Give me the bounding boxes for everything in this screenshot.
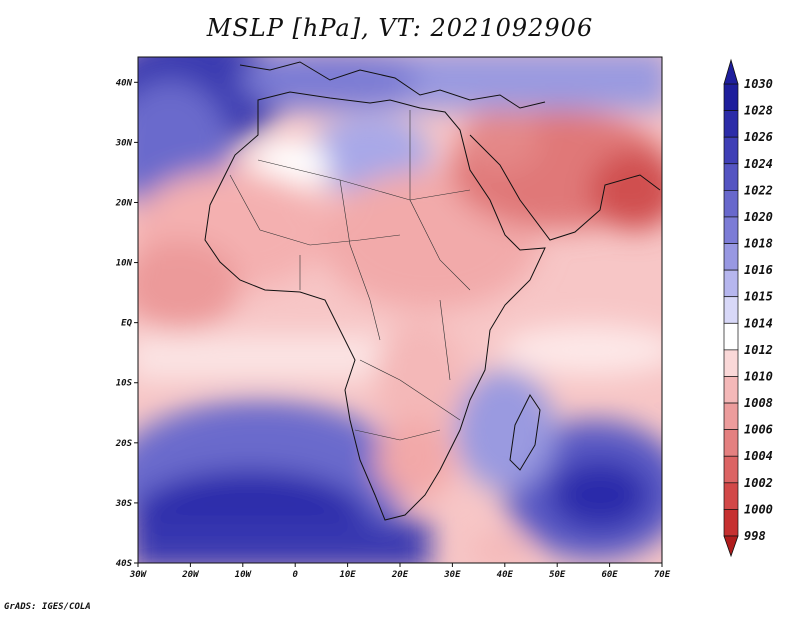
colorbar-label: 1028 [744, 104, 773, 118]
colorbar-swatch [723, 455, 739, 484]
country-borders [229, 110, 471, 441]
longitude-axis: 30W 20W 10W 0 10E 20E 30E 40E 50E 60E 70E [129, 563, 671, 580]
colorbar-label: 1022 [744, 183, 773, 197]
coastlines [204, 61, 661, 521]
lat-tick-label: 20S [115, 439, 133, 449]
colorbar: 1030 1028 1026 1024 1022 1020 1018 1016 1015 1014… [723, 58, 773, 558]
colorbar-label: 998 [744, 529, 766, 543]
lat-tick-label: 20N [115, 198, 133, 208]
lon-tick-label: 60E [601, 570, 618, 580]
colorbar-swatch [723, 509, 739, 537]
colorbar-swatch [723, 110, 739, 138]
colorbar-label: 1018 [744, 237, 773, 251]
africa-coastline [204, 91, 546, 521]
colorbar-swatch [723, 482, 739, 510]
colorbar-swatch [723, 429, 739, 457]
lon-tick-label: 70E [654, 570, 671, 580]
colorbar-swatch [723, 243, 739, 271]
grads-credit: GrADS: IGES/COLA [4, 602, 91, 612]
colorbar-label: 1030 [744, 77, 773, 91]
colorbar-label: 1008 [744, 396, 773, 410]
border-line [439, 299, 451, 381]
map-title: MSLP [hPa], VT: 2021092906 [206, 14, 594, 42]
colorbar-swatch [723, 216, 739, 244]
colorbar-swatch [723, 269, 739, 298]
arabia-coastline [469, 134, 661, 241]
colorbar-swatch [723, 83, 739, 111]
pressure-field [138, 57, 662, 563]
border-line [339, 179, 381, 341]
colorbar-label: 1000 [744, 502, 773, 516]
border-line [229, 174, 401, 246]
colorbar-swatch [723, 163, 739, 191]
colorbar-label: 1014 [744, 316, 773, 330]
lon-tick-label: 10E [339, 570, 356, 580]
colorbar-label: 1016 [744, 263, 773, 277]
border-line [409, 110, 471, 291]
lon-tick-label: 0 [292, 570, 298, 580]
lon-tick-label: 40E [497, 570, 514, 580]
border-line [359, 359, 461, 421]
colorbar-swatch [723, 190, 739, 218]
colorbar-label: 1004 [744, 449, 773, 463]
colorbar-label: 1010 [744, 369, 773, 383]
lat-tick-label: 30N [115, 138, 133, 148]
madagascar-coastline [509, 394, 541, 471]
colorbar-label: 1006 [744, 423, 773, 437]
border-line [257, 159, 471, 201]
colorbar-swatch [723, 349, 739, 377]
lat-tick-label: 10N [116, 259, 133, 269]
colorbar-swatch [723, 296, 739, 324]
colorbar-swatch [723, 136, 739, 165]
lon-tick-label: 30W [129, 570, 148, 580]
colorbar-swatch [723, 322, 739, 351]
colorbar-swatch [723, 376, 739, 404]
lon-tick-label: 50E [549, 570, 566, 580]
lat-tick-label: 40S [116, 559, 133, 569]
lon-tick-label: 30E [443, 570, 461, 580]
colorbar-label: 1012 [744, 343, 773, 357]
colorbar-label: 1020 [744, 210, 773, 224]
europe-coastline [239, 61, 546, 109]
colorbar-label: 1002 [744, 476, 773, 490]
latitude-axis: 40N 30N 20N 10N EQ 10S 20S 30S 40S [115, 78, 138, 569]
colorbar-top-arrow [723, 58, 739, 85]
lat-tick-label: 10S [116, 379, 133, 389]
lat-tick-label: 30S [115, 499, 133, 509]
colorbar-label: 1024 [744, 157, 773, 171]
border-line [354, 429, 441, 441]
lat-tick-label: EQ [121, 319, 132, 329]
lon-tick-label: 10W [235, 570, 253, 580]
colorbar-label: 1026 [744, 130, 773, 144]
colorbar-bottom-arrow [723, 535, 739, 558]
lat-tick-label: 40N [116, 78, 133, 88]
lon-tick-label: 20E [391, 570, 409, 580]
colorbar-label: 1015 [744, 290, 773, 304]
colorbar-swatch [723, 402, 739, 430]
lon-tick-label: 20W [181, 570, 200, 580]
